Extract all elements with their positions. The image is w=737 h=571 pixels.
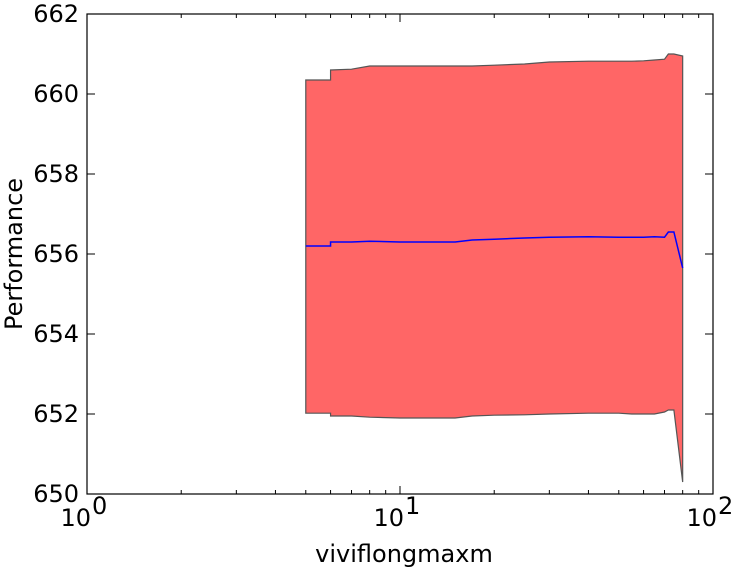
y-tick-label: 658 [33, 160, 79, 188]
confidence-band [305, 53, 684, 483]
x-tick-label: 10 1 [373, 492, 420, 532]
y-tick-label: 652 [33, 400, 79, 428]
y-tick-label: 662 [33, 0, 79, 28]
y-tick-label: 656 [33, 240, 79, 268]
x-axis-label: viviflongmaxm [315, 540, 493, 568]
x-tick-label-base: 10 [60, 504, 91, 532]
y-axis-label: Performance [0, 178, 28, 330]
tick-layer [86, 13, 714, 495]
mean-line-layer [305, 231, 684, 269]
y-tick-label: 650 [33, 480, 79, 508]
y-tick-label: 654 [33, 320, 79, 348]
x-tick-label-base: 10 [686, 504, 717, 532]
mean-line [305, 231, 684, 269]
x-tick-label-exponent: 2 [718, 492, 733, 520]
x-tick-label-base: 10 [373, 504, 404, 532]
confidence-band-layer [305, 53, 684, 483]
x-tick-label: 10 0 [60, 492, 107, 532]
x-tick-labels: 10 0 10 1 10 2 [60, 492, 733, 532]
x-tick-label: 10 2 [686, 492, 733, 532]
x-tick-label-exponent: 0 [92, 492, 107, 520]
x-tick-label-exponent: 1 [405, 492, 420, 520]
y-tick-label: 660 [33, 80, 79, 108]
y-tick-labels: 650 652 654 656 658 660 662 [33, 0, 79, 508]
